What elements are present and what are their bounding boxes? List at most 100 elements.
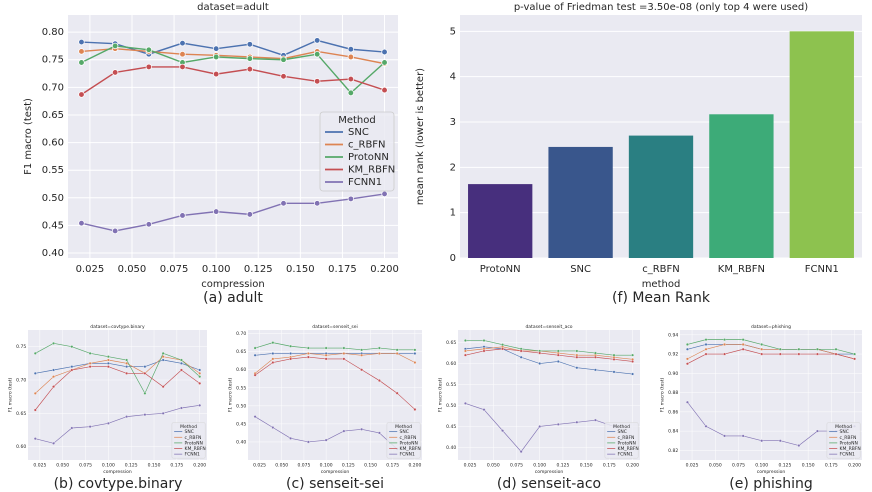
point [741, 338, 745, 342]
point [253, 415, 257, 419]
point [519, 349, 523, 353]
point [106, 421, 110, 425]
point [271, 341, 275, 345]
y-tick-label: 4 [450, 72, 456, 83]
legend-label: c_RBFN [348, 140, 386, 151]
point [760, 343, 764, 346]
point [853, 352, 856, 356]
point [704, 338, 708, 342]
point [314, 78, 321, 85]
legend-label: SNC [840, 429, 849, 435]
legend-title: Method [395, 424, 412, 430]
series-line [35, 359, 200, 374]
chart-title: dataset=senseit_sei [312, 324, 358, 330]
x-tick-label: 0.125 [778, 462, 791, 468]
point [501, 429, 504, 433]
point [413, 408, 417, 411]
point [145, 46, 152, 53]
point [575, 349, 579, 353]
point [704, 343, 708, 346]
chart-title: p-value of Friedman test =3.50e-08 (only… [514, 2, 808, 13]
point [213, 45, 220, 52]
y-tick-label: 0.55 [42, 165, 64, 176]
x-tick-label: 0.050 [118, 264, 147, 275]
point [271, 426, 275, 429]
point [482, 339, 486, 342]
point [52, 368, 55, 372]
point [723, 338, 726, 342]
y-tick-label: 0.86 [668, 409, 678, 415]
point [395, 391, 399, 395]
x-axis-label: compression [321, 469, 350, 475]
point [381, 48, 388, 56]
point [306, 346, 310, 350]
legend-label: FCNN1 [618, 452, 633, 458]
point [161, 351, 165, 355]
y-tick-label: 0.70 [42, 82, 64, 93]
point [179, 40, 186, 47]
point [70, 368, 74, 372]
point [179, 212, 186, 219]
y-tick-label: 0.45 [446, 424, 456, 430]
point [280, 56, 287, 63]
point [377, 346, 381, 350]
point [464, 353, 467, 357]
x-tick-label: SNC [570, 264, 591, 275]
point [360, 348, 364, 352]
y-tick-label: 0.94 [668, 332, 678, 338]
legend-label: SNC [618, 429, 627, 435]
point [33, 437, 37, 441]
x-tick-label: 0.025 [686, 462, 699, 468]
point [111, 69, 119, 76]
series-line [254, 353, 416, 374]
point [413, 352, 417, 355]
point [347, 46, 355, 53]
x-tick-label: 0.175 [170, 462, 183, 468]
legend-title: Method [180, 424, 197, 430]
point [314, 200, 321, 207]
series-line [687, 339, 855, 355]
y-tick-label: 2 [450, 162, 456, 173]
point [834, 352, 838, 356]
y-tick-label: 0 [450, 253, 456, 264]
point [145, 221, 152, 228]
y-tick-label: 0.70 [16, 378, 26, 384]
x-tick-label: 0.075 [732, 462, 745, 468]
point [78, 48, 85, 55]
point [741, 434, 745, 438]
legend-label: SNC [400, 429, 409, 435]
chart-title: dataset=covtype.binary [90, 324, 145, 330]
point [816, 352, 819, 356]
y-tick-label: 0.90 [668, 371, 678, 377]
y-axis-label: F1 macro (test) [8, 377, 14, 412]
point [78, 220, 85, 227]
x-tick-label: 0.150 [580, 462, 593, 468]
point [213, 53, 220, 61]
point [324, 353, 328, 357]
y-tick-label: 0.92 [668, 352, 678, 358]
point [143, 371, 147, 375]
y-tick-label: 0.82 [668, 448, 678, 454]
point [246, 211, 253, 218]
caption: (e) phishing [729, 476, 812, 492]
point [686, 357, 689, 361]
point [377, 431, 381, 435]
x-tick-label: 0.125 [125, 462, 138, 468]
point [381, 86, 388, 94]
y-tick-label: 0.80 [42, 27, 64, 38]
series-line [35, 405, 200, 444]
point [556, 360, 560, 363]
point [760, 352, 764, 356]
point [52, 341, 55, 345]
series-line [687, 348, 855, 364]
x-tick-label: 0.175 [825, 462, 838, 468]
point [347, 75, 355, 83]
x-axis-label: compression [535, 469, 564, 475]
y-tick-label: 0.88 [668, 390, 678, 396]
y-tick-label: 0.60 [16, 444, 26, 450]
series-line [465, 348, 633, 362]
point [723, 352, 726, 356]
y-tick-label: 0.45 [42, 220, 64, 231]
x-tick-label: 0.125 [556, 462, 569, 468]
x-tick-label: 0.175 [603, 462, 616, 468]
